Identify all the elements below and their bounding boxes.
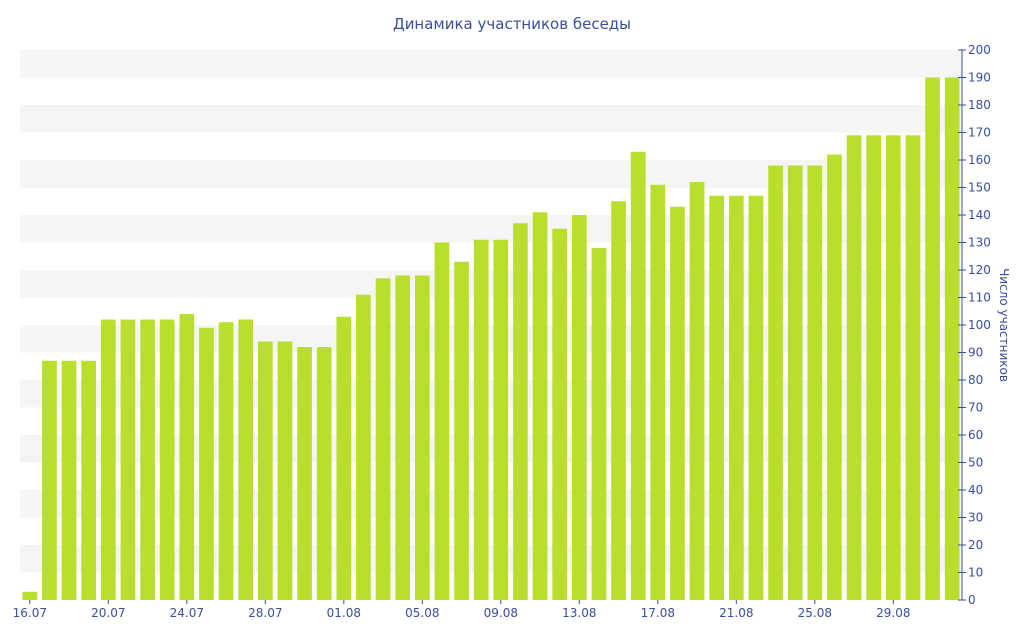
grid-band: [20, 160, 962, 188]
bar[interactable]: [434, 242, 450, 601]
bar[interactable]: [866, 135, 882, 600]
bar[interactable]: [375, 278, 391, 600]
bar[interactable]: [513, 223, 528, 600]
bar[interactable]: [238, 319, 254, 601]
grid-band: [20, 545, 962, 573]
y-tick-label: 160: [968, 153, 991, 167]
bar[interactable]: [571, 215, 587, 600]
bar[interactable]: [552, 228, 568, 600]
y-tick-label: 150: [968, 181, 991, 195]
y-tick-label: 140: [968, 208, 991, 222]
y-tick-label: 70: [968, 401, 983, 415]
grid-band: [20, 435, 962, 463]
bar[interactable]: [159, 319, 175, 601]
bar[interactable]: [846, 135, 862, 600]
bar[interactable]: [336, 316, 352, 600]
y-tick-label: 80: [968, 373, 983, 387]
bar[interactable]: [297, 347, 312, 600]
y-tick-label: 90: [968, 346, 983, 360]
x-tick-label: 13.08: [562, 606, 596, 620]
y-tick-label: 50: [968, 456, 983, 470]
grid-band: [20, 215, 962, 243]
bar[interactable]: [670, 206, 685, 600]
bar[interactable]: [356, 294, 371, 600]
bar[interactable]: [807, 165, 823, 601]
x-tick-label: 01.08: [327, 606, 361, 620]
bar[interactable]: [179, 314, 195, 600]
y-tick-label: 100: [968, 318, 991, 332]
y-tick-label: 60: [968, 428, 983, 442]
bar[interactable]: [22, 591, 38, 600]
y-tick-label: 200: [968, 43, 991, 57]
y-tick-label: 120: [968, 263, 991, 277]
x-tick-label: 09.08: [484, 606, 518, 620]
bar[interactable]: [885, 135, 901, 600]
y-tick-label: 110: [968, 291, 991, 305]
bars: [22, 77, 960, 601]
bar[interactable]: [81, 360, 97, 600]
bar[interactable]: [140, 319, 155, 601]
y-tick-label: 0: [968, 593, 976, 607]
bar[interactable]: [120, 319, 136, 601]
y-axis-ticks: 0 10 20 30 40 50 60 70 80 90 100 110 120 130 140 150 160…: [958, 43, 991, 607]
bar[interactable]: [532, 212, 548, 600]
grid-band: [20, 105, 962, 133]
x-tick-label: 20.07: [91, 606, 125, 620]
bar[interactable]: [591, 248, 607, 600]
y-tick-label: 20: [968, 538, 983, 552]
bar[interactable]: [944, 77, 960, 601]
grid-bands: [20, 50, 962, 573]
bar[interactable]: [905, 135, 921, 600]
bar[interactable]: [414, 275, 430, 601]
bar[interactable]: [728, 195, 744, 600]
bar[interactable]: [61, 360, 77, 600]
bar[interactable]: [257, 341, 273, 601]
bar[interactable]: [100, 319, 116, 601]
bar[interactable]: [748, 195, 764, 600]
bar[interactable]: [787, 165, 803, 601]
x-tick-label: 24.07: [170, 606, 204, 620]
bar[interactable]: [650, 184, 666, 600]
grid-band: [20, 50, 962, 78]
bar[interactable]: [630, 151, 646, 600]
y-tick-label: 30: [968, 511, 983, 525]
x-tick-label: 17.08: [641, 606, 675, 620]
bar[interactable]: [709, 195, 725, 600]
y-tick-label: 10: [968, 566, 983, 580]
bar[interactable]: [473, 239, 489, 600]
y-tick-label: 40: [968, 483, 983, 497]
grid-band: [20, 380, 962, 408]
bar[interactable]: [925, 77, 940, 601]
grid-band: [20, 325, 962, 353]
grid-band: [20, 270, 962, 298]
bar[interactable]: [493, 239, 509, 600]
chart-title: Динамика участников беседы: [393, 15, 631, 33]
x-tick-label: 29.08: [876, 606, 910, 620]
x-tick-label: 21.08: [719, 606, 753, 620]
x-tick-label: 16.07: [13, 606, 47, 620]
y-tick-label: 190: [968, 71, 991, 85]
y-tick-label: 170: [968, 126, 991, 140]
bar[interactable]: [827, 154, 842, 601]
y-tick-label: 180: [968, 98, 991, 112]
bar[interactable]: [277, 341, 293, 601]
x-tick-label: 25.08: [798, 606, 832, 620]
x-tick-label: 05.08: [405, 606, 439, 620]
bar[interactable]: [395, 275, 411, 601]
bar[interactable]: [42, 360, 57, 600]
x-tick-label: 28.07: [248, 606, 282, 620]
y-tick-label: 130: [968, 236, 991, 250]
bar[interactable]: [611, 201, 626, 600]
y-axis-title: Число участников: [997, 268, 1011, 382]
x-axis-ticks: 16.07 20.07 24.07 28.07 01.08 05.08 09.08 13.08…: [13, 600, 910, 620]
grid-band: [20, 490, 962, 518]
bar[interactable]: [689, 182, 705, 600]
bar[interactable]: [454, 261, 469, 600]
bar[interactable]: [199, 327, 214, 600]
bar[interactable]: [218, 322, 234, 600]
bar[interactable]: [768, 165, 783, 601]
bar[interactable]: [316, 347, 332, 600]
